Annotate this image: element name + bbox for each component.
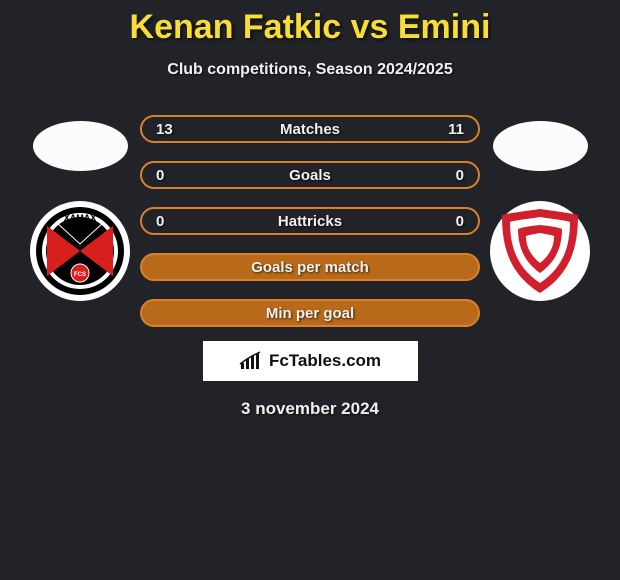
stat-left-value: 13: [156, 121, 173, 138]
vaduz-logo-icon: [496, 205, 584, 297]
stat-bar-matches: 13 Matches 11: [140, 115, 480, 143]
svg-text:FCS: FCS: [74, 272, 86, 278]
chart-icon: [239, 351, 263, 371]
club-badge-right: [490, 201, 590, 301]
club-badge-left: XAMAX FCS: [30, 201, 130, 301]
date-label: 3 november 2024: [0, 399, 620, 419]
svg-text:XAMAX: XAMAX: [64, 213, 97, 223]
stats-column: 13 Matches 11 0 Goals 0 0 Hattricks 0 Go…: [140, 115, 480, 327]
player-photo-placeholder-right: [493, 121, 588, 171]
stat-left-value: 0: [156, 167, 164, 184]
comparison-card: Kenan Fatkic vs Emini Club competitions,…: [0, 0, 620, 419]
stat-label: Min per goal: [142, 305, 478, 322]
stat-bar-hattricks: 0 Hattricks 0: [140, 207, 480, 235]
main-row: XAMAX FCS 13 Matches 11 0 Goals 0 0 Hatt…: [0, 115, 620, 327]
left-player-col: XAMAX FCS: [20, 115, 140, 301]
stat-right-value: 0: [456, 213, 464, 230]
stat-left-value: 0: [156, 213, 164, 230]
watermark-text: FcTables.com: [269, 351, 381, 371]
player-photo-placeholder-left: [33, 121, 128, 171]
xamax-logo-icon: XAMAX FCS: [35, 206, 125, 296]
stat-right-value: 11: [448, 121, 464, 138]
stat-right-value: 0: [456, 167, 464, 184]
stat-label: Goals per match: [142, 259, 478, 276]
stat-bar-goals-per-match: Goals per match: [140, 253, 480, 281]
subtitle: Club competitions, Season 2024/2025: [0, 61, 620, 79]
stat-label: Goals: [142, 167, 478, 184]
right-player-col: [480, 115, 600, 301]
stat-label: Matches: [142, 121, 478, 138]
stat-bar-min-per-goal: Min per goal: [140, 299, 480, 327]
stat-bar-goals: 0 Goals 0: [140, 161, 480, 189]
stat-label: Hattricks: [142, 213, 478, 230]
page-title: Kenan Fatkic vs Emini: [0, 8, 620, 47]
watermark-badge: FcTables.com: [203, 341, 418, 381]
